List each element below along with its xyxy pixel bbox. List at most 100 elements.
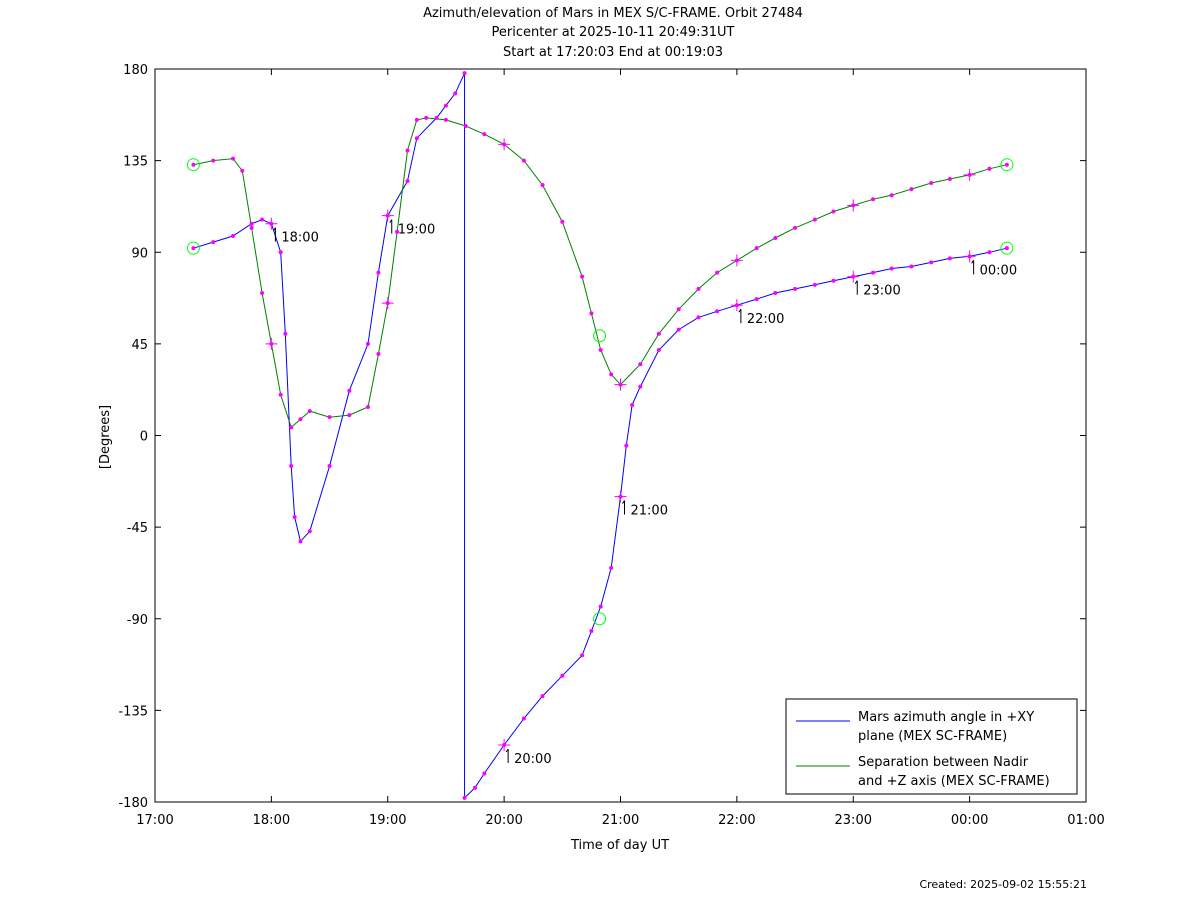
sample-dot <box>453 91 458 96</box>
sample-dots <box>191 71 1009 800</box>
sample-dot <box>230 233 235 238</box>
sample-dot <box>598 347 603 352</box>
sample-dot <box>929 181 934 186</box>
hour-marker-pointer-tip <box>854 280 858 284</box>
sample-dot <box>211 240 216 245</box>
sample-dot <box>609 565 614 570</box>
sample-dot <box>812 282 817 287</box>
x-tick-label: 17:00 <box>136 813 173 828</box>
sample-dot <box>831 278 836 283</box>
sample-dot <box>327 415 332 420</box>
sample-dot <box>696 286 701 291</box>
sample-dot <box>656 347 661 352</box>
sample-dot <box>754 297 759 302</box>
sample-dot <box>773 235 778 240</box>
hour-marker-pointer-tip <box>389 219 393 223</box>
sample-dot <box>292 514 297 519</box>
sample-dot <box>462 71 467 76</box>
sample-dot <box>638 362 643 367</box>
sample-dot <box>424 115 429 120</box>
sample-dot <box>987 166 992 171</box>
legend-label-azimuth-1: Mars azimuth angle in +XY <box>858 710 1034 725</box>
y-tick-label: 180 <box>123 63 148 78</box>
sample-dot <box>540 694 545 699</box>
event-circle <box>186 241 200 255</box>
y-tick-label: 0 <box>140 430 148 445</box>
sample-dot <box>987 250 992 255</box>
sample-dot <box>298 417 303 422</box>
sample-dot <box>376 270 381 275</box>
series-line-1-segment-0 <box>193 117 1008 429</box>
x-tick-label: 01:00 <box>1067 813 1104 828</box>
chart-title: Azimuth/elevation of Mars in MEX S/C-FRA… <box>423 6 803 60</box>
sample-dot <box>715 309 720 314</box>
event-circle <box>1000 158 1014 172</box>
sample-dot <box>947 256 952 261</box>
sample-dot <box>676 327 681 332</box>
sample-dot <box>405 148 410 153</box>
legend-label-azimuth-2: plane (MEX SC-FRAME) <box>858 729 1007 744</box>
sample-dot <box>929 260 934 265</box>
sample-dot <box>589 311 594 316</box>
sample-dot <box>589 628 594 633</box>
series-lines <box>193 72 1008 799</box>
sample-dot <box>260 217 265 222</box>
sample-dot <box>434 115 439 120</box>
sample-dot <box>696 315 701 320</box>
x-tick-label: 00:00 <box>951 813 988 828</box>
sample-dot <box>598 604 603 609</box>
sample-dot <box>1004 162 1009 167</box>
sample-dot <box>307 529 312 534</box>
series-line-0-segment-1 <box>464 247 1008 799</box>
y-tick-label: -135 <box>118 704 148 719</box>
sample-dot <box>278 392 283 397</box>
sample-dot <box>395 229 400 234</box>
sample-dot <box>812 217 817 222</box>
sample-dot <box>347 388 352 393</box>
legend-label-separation-2: and +Z axis (MEX SC-FRAME) <box>858 774 1050 789</box>
sample-dot <box>463 124 468 129</box>
hour-marker-pointer-tip <box>505 748 509 753</box>
sample-dot <box>347 413 352 418</box>
hour-marker-label: 00:00 <box>980 263 1017 278</box>
sample-dot <box>521 158 526 163</box>
created-timestamp: Created: 2025-09-02 15:55:21 <box>919 878 1087 891</box>
hour-marker-label: 18:00 <box>281 231 318 246</box>
sample-dot <box>560 219 565 224</box>
event-circle <box>593 329 607 343</box>
sample-dot <box>773 290 778 295</box>
y-tick-label: 90 <box>131 246 148 261</box>
sample-dot <box>443 103 448 108</box>
sample-dot <box>365 341 370 346</box>
sample-dot <box>240 168 245 173</box>
sample-dot <box>580 274 585 279</box>
sample-dot <box>473 785 478 790</box>
title-line-1: Azimuth/elevation of Mars in MEX S/C-FRA… <box>423 6 803 21</box>
sample-dot <box>260 290 265 295</box>
y-tick-label: 135 <box>123 155 148 170</box>
sample-dot <box>482 132 487 137</box>
sample-dot <box>307 409 312 414</box>
sample-dot <box>278 250 283 255</box>
sample-dot <box>191 162 196 167</box>
hour-marker-label: 20:00 <box>514 752 551 767</box>
sample-dot <box>638 384 643 389</box>
x-tick-label: 23:00 <box>835 813 872 828</box>
sample-dot <box>482 771 487 776</box>
sample-dot <box>298 539 303 544</box>
sample-dot <box>462 795 467 800</box>
hour-marker-pointer-tip <box>971 260 975 264</box>
sample-dot <box>249 225 254 230</box>
sample-dot <box>443 117 448 122</box>
sample-dot <box>947 176 952 181</box>
sample-dot <box>414 136 419 141</box>
x-tick-label: 21:00 <box>602 813 639 828</box>
x-axis-ticks: 17:00 18:00 19:00 20:00 21:00 22:00 23:00 00:00… <box>136 69 1105 828</box>
sample-dot <box>630 402 635 407</box>
sample-dot <box>754 246 759 251</box>
y-tick-label: -45 <box>127 521 148 536</box>
sample-dot <box>191 246 196 251</box>
hour-marker-pointer-tip <box>272 227 276 232</box>
legend: Mars azimuth angle in +XY plane (MEX SC-… <box>785 698 1078 795</box>
